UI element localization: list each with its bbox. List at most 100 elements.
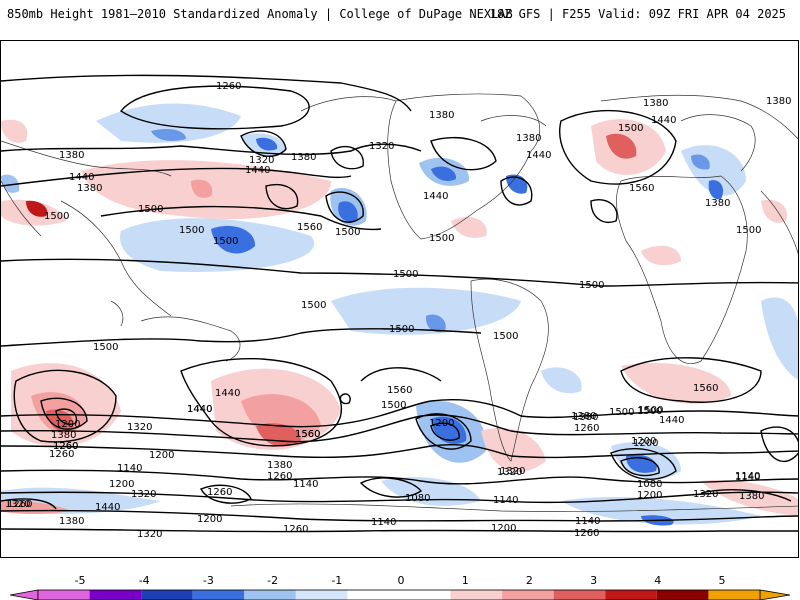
contour-label: 1260 bbox=[267, 471, 292, 482]
contour-label: 1560 bbox=[387, 385, 412, 396]
contour-label: 1080 bbox=[637, 479, 662, 490]
contour-label: 1380 bbox=[267, 460, 292, 471]
contour-label: 1140 bbox=[493, 495, 518, 506]
contour-label: 1500 bbox=[493, 331, 518, 342]
contour-label: 1440 bbox=[423, 191, 448, 202]
contour-label: 1080 bbox=[405, 493, 430, 504]
contour-label: 1260 bbox=[49, 449, 74, 460]
contour-label: 1380 bbox=[51, 430, 76, 441]
header: 850mb Height 1981–2010 Standardized Anom… bbox=[0, 0, 800, 30]
contour-label: 1320 bbox=[127, 422, 152, 433]
colorbar-tick-label: 1 bbox=[461, 574, 469, 587]
contour-label: 1500 bbox=[618, 123, 643, 134]
contour-label: 1500 bbox=[213, 236, 238, 247]
colorbar-cell bbox=[605, 590, 657, 600]
contour-label: 1320 bbox=[249, 155, 274, 166]
contour-label: 1500 bbox=[736, 225, 761, 236]
colorbar-tick-label: 4 bbox=[654, 574, 662, 587]
contour-label: 1140 bbox=[735, 471, 760, 482]
contour-label: 1140 bbox=[575, 516, 600, 527]
contour-label: 1440 bbox=[215, 388, 240, 399]
colorbar-tick-label: 0 bbox=[397, 574, 405, 587]
colorbar-cell bbox=[553, 590, 606, 600]
colorbar-cell bbox=[192, 590, 245, 600]
map-panel: 1260 1380 1380 1380 1380 1440 1440 1500 … bbox=[0, 40, 799, 558]
contour-label: 1200 bbox=[631, 436, 656, 447]
contour-label: 1500 bbox=[179, 225, 204, 236]
contour-label: 1500 bbox=[138, 204, 163, 215]
contour-label: 1560 bbox=[295, 429, 320, 440]
contour-label: 1380 bbox=[766, 96, 791, 107]
colorbar-tick-label: -5 bbox=[74, 574, 86, 587]
contour-label: 1500 bbox=[637, 406, 662, 417]
contour-label: 1200 bbox=[491, 523, 516, 534]
colorbar-tick-label: 2 bbox=[525, 574, 533, 587]
colorbar-tick-label: 5 bbox=[718, 574, 726, 587]
contour-label: 1380 bbox=[77, 183, 102, 194]
contour-label: 1500 bbox=[429, 233, 454, 244]
colorbar-cell bbox=[708, 590, 760, 600]
contour-label: 1500 bbox=[638, 405, 663, 416]
contour-label: 1260 bbox=[207, 487, 232, 498]
contour-label: 1500 bbox=[393, 269, 418, 280]
contour-label: 1320 bbox=[497, 467, 522, 478]
contour-label: 1140 bbox=[735, 472, 760, 483]
contour-label: 1320 bbox=[131, 489, 156, 500]
contour-label: 1200 bbox=[55, 419, 80, 430]
contour-label: 1500 bbox=[389, 324, 414, 335]
contour-label: 1260 bbox=[216, 81, 241, 92]
map-title: 850mb Height 1981–2010 Standardized Anom… bbox=[7, 7, 513, 21]
colorbar-cell bbox=[38, 590, 90, 600]
contour-label: 1440 bbox=[95, 502, 120, 513]
colorbar-cell bbox=[502, 590, 554, 600]
contour-label: 1260 bbox=[574, 423, 599, 434]
contour-label: 1560 bbox=[295, 429, 320, 440]
contour-label: 1440 bbox=[69, 172, 94, 183]
contour-label: 1260 bbox=[283, 524, 308, 535]
contour-label: 1500 bbox=[44, 211, 69, 222]
contour-label: 1380 bbox=[571, 411, 596, 422]
contour-label: 1380 bbox=[429, 110, 454, 121]
colorbar-cell bbox=[656, 590, 709, 600]
contour-label: 1560 bbox=[629, 183, 654, 194]
contour-label: 1380 bbox=[59, 150, 84, 161]
contour-label: 1380 bbox=[516, 133, 541, 144]
colorbar-arrow-high bbox=[759, 589, 791, 600]
contour-label: 1260 bbox=[53, 441, 78, 452]
contour-label: 1500 bbox=[93, 342, 118, 353]
anomaly-shading bbox=[1, 103, 798, 526]
colorbar-ramp bbox=[9, 589, 791, 600]
colorbar-cell bbox=[141, 590, 193, 600]
contour-label: 1500 bbox=[609, 407, 634, 418]
contour-label: 1260 bbox=[53, 441, 78, 452]
contour-label: 1440 bbox=[659, 415, 684, 426]
contour-label: 1440 bbox=[651, 115, 676, 126]
colorbar-cell bbox=[399, 590, 451, 600]
contour-label: 1380 bbox=[573, 412, 598, 423]
anomaly-map: 1260 1380 1380 1380 1380 1440 1440 1500 … bbox=[1, 74, 798, 540]
height-contours bbox=[1, 74, 798, 533]
contour-label: 1200 bbox=[109, 479, 134, 490]
colorbar: -5 -4 -3 -2 -1 0 1 2 3 4 5 bbox=[0, 568, 800, 600]
contour-label: 1200 bbox=[637, 490, 662, 501]
contour-labels: 1260 1380 1380 1380 1380 1440 1440 1500 … bbox=[5, 81, 791, 540]
contour-label: 1440 bbox=[245, 165, 270, 176]
contour-label: 1200 bbox=[149, 450, 174, 461]
contour-label: 1260 bbox=[7, 499, 32, 510]
contour-label: 1380 bbox=[705, 198, 730, 209]
contour-label: 1560 bbox=[693, 383, 718, 394]
colorbar-cell bbox=[89, 590, 142, 600]
contour-label: 1320 bbox=[693, 489, 718, 500]
colorbar-cell bbox=[347, 590, 399, 600]
contour-label: 1140 bbox=[293, 479, 318, 490]
model-run-info: 18Z GFS | F255 Valid: 09Z FRI APR 04 202… bbox=[489, 7, 786, 21]
contour-label: 1380 bbox=[291, 152, 316, 163]
contour-label: 1320 bbox=[500, 466, 525, 477]
colorbar-cell bbox=[450, 590, 503, 600]
contour-label: 1380 bbox=[739, 491, 764, 502]
contour-label: 1440 bbox=[187, 404, 212, 415]
contour-label: 1320 bbox=[137, 529, 162, 540]
contour-label: 1500 bbox=[301, 300, 326, 311]
colorbar-tick-label: -3 bbox=[202, 574, 214, 587]
colorbar-arrow-low bbox=[9, 589, 39, 600]
